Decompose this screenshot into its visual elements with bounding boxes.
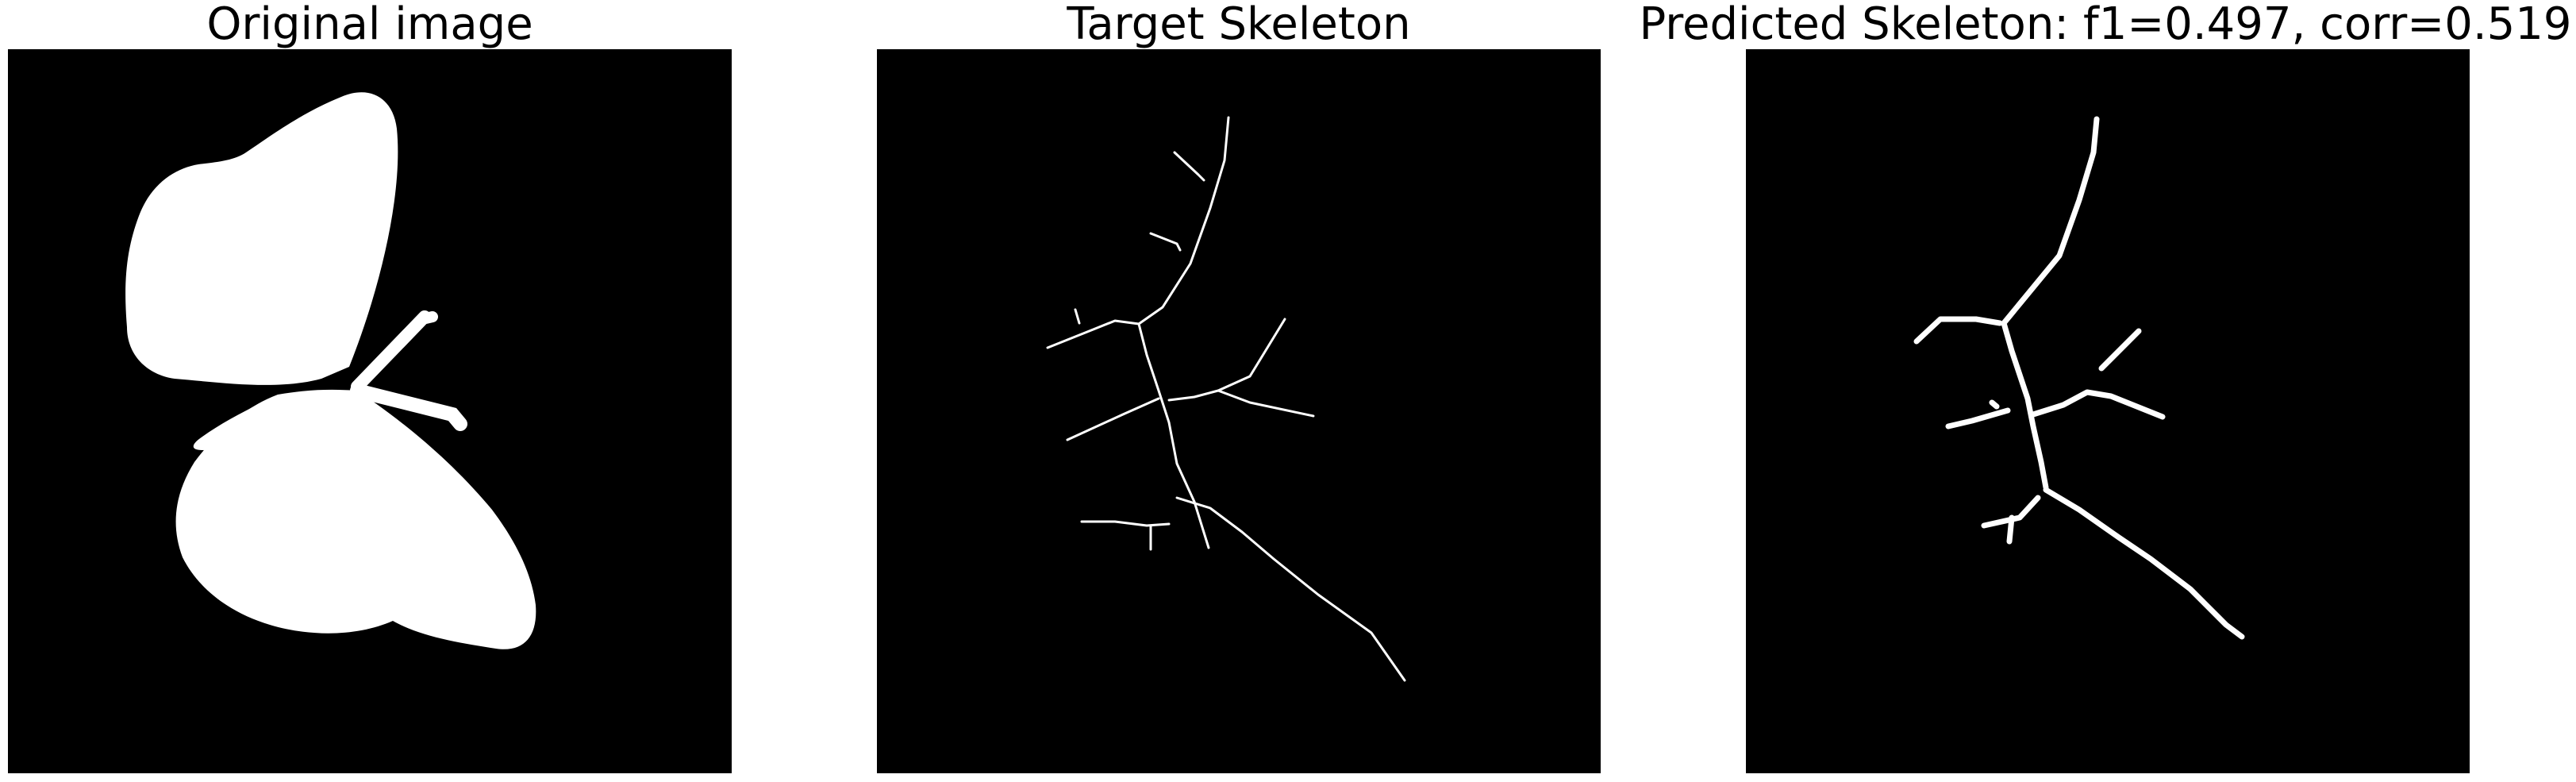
predicted-skeleton — [1913, 116, 2245, 640]
antenna-upper — [351, 310, 431, 393]
target-skeleton-panel — [877, 49, 1601, 773]
prediction-left-branch — [1913, 316, 2003, 345]
skeleton-right-branch — [1167, 318, 1286, 402]
predicted-skeleton-panel — [1746, 49, 2470, 773]
prediction-right-upper — [2098, 328, 2142, 372]
skeleton-trunk — [1137, 116, 1230, 549]
prediction-bottom-left — [1981, 495, 2041, 529]
upper-wing — [125, 92, 398, 385]
prediction-left-mid — [1945, 407, 2011, 430]
panel-title-original: Original image — [206, 0, 533, 50]
skeleton-mid-left-branch — [1066, 397, 1160, 441]
skeleton-left-branch — [1046, 319, 1140, 349]
left-flap — [193, 399, 282, 450]
prediction-bottom-branch — [2043, 487, 2245, 640]
butterfly-silhouette — [125, 92, 536, 649]
target-skeleton — [1046, 116, 1406, 682]
skeleton-bottom-branch — [1175, 496, 1406, 682]
skeleton-right-lower-branch — [1217, 389, 1315, 418]
panel-title-target: Target Skeleton — [1067, 0, 1411, 50]
skeleton-upper-spur — [1149, 232, 1182, 252]
skeleton-top-spur — [1173, 151, 1205, 182]
original-image-panel — [8, 49, 732, 773]
panel-title-predicted: Predicted Skeleton: f1=0.497, corr=0.519 — [1639, 0, 2572, 50]
prediction-right-branch — [2030, 389, 2166, 420]
skeleton-bottom-left-branch — [1080, 520, 1171, 527]
antenna-upper-tip — [417, 311, 438, 325]
skeleton-left-tick — [1074, 308, 1081, 325]
prediction-left-dot — [1989, 399, 2000, 410]
prediction-bottom-tick — [2006, 514, 2015, 545]
antenna-lower — [350, 383, 467, 431]
lower-wing — [175, 389, 536, 649]
prediction-trunk — [2001, 116, 2100, 491]
